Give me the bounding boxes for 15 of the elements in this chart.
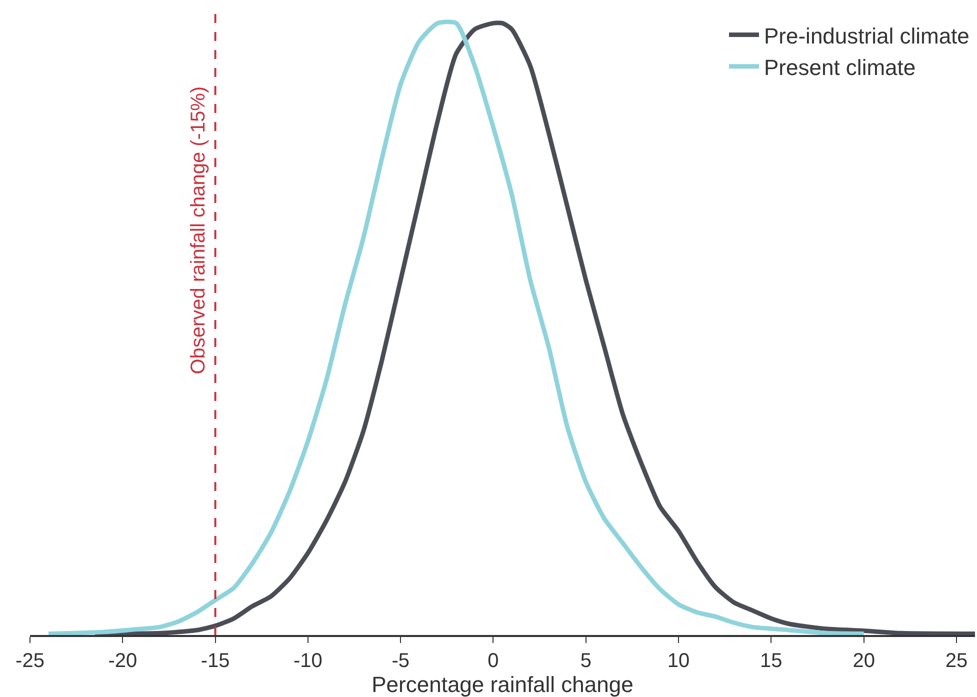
x-tick-label: 15	[760, 650, 782, 672]
x-tick-label: -5	[392, 650, 410, 672]
x-tick-label: -15	[200, 650, 230, 672]
x-tick-label: 0	[488, 650, 499, 672]
x-tick-label: 10	[667, 650, 690, 672]
x-tick-label: 25	[945, 650, 968, 672]
legend-label: Present climate	[764, 54, 916, 80]
x-tick-label: -20	[108, 650, 138, 672]
legend-label: Pre-industrial climate	[764, 23, 970, 48]
x-tick-label: 20	[852, 650, 875, 672]
x-tick-label: 5	[580, 650, 592, 672]
x-tick-label: -25	[16, 650, 44, 672]
x-tick-label: -10	[293, 650, 322, 672]
x-axis-title: Percentage rainfall change	[372, 672, 634, 697]
ref-line-label: Observed rainfall change (-15%)	[187, 86, 210, 374]
